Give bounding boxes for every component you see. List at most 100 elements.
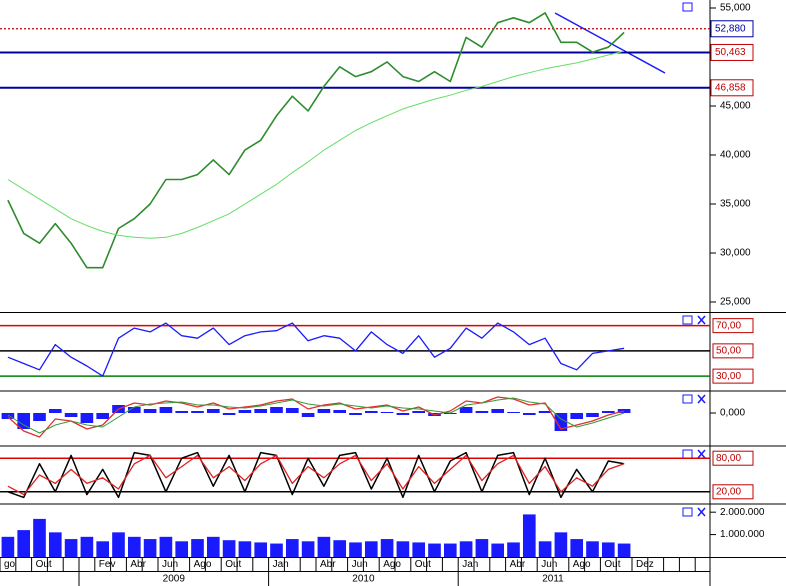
- bar: [143, 539, 157, 557]
- bar: [428, 543, 441, 557]
- bar: [475, 411, 489, 413]
- bar: [491, 543, 505, 557]
- bar: [33, 413, 46, 421]
- bar: [443, 413, 457, 414]
- bar: [459, 407, 473, 413]
- bar: [507, 412, 520, 413]
- tick-label-box: [712, 450, 754, 466]
- series-line: [7, 454, 625, 496]
- bar: [254, 409, 268, 413]
- panel: 2.000.000 1.000.000: [1, 507, 765, 557]
- bar: [1, 413, 15, 419]
- series-line: [7, 12, 625, 269]
- panel: 0,000: [1, 396, 745, 438]
- bar: [333, 410, 347, 413]
- x-tick-label: Jun: [162, 559, 178, 570]
- bar: [191, 411, 204, 413]
- bar: [206, 536, 220, 557]
- bar: [301, 541, 315, 557]
- bar: [491, 409, 505, 413]
- reference-label-box: [710, 79, 754, 97]
- bar: [285, 408, 299, 413]
- bar: [380, 539, 394, 557]
- bar: [617, 409, 631, 413]
- bar: [617, 543, 631, 557]
- maximize-button[interactable]: [682, 394, 693, 404]
- panel: 25,00030,00035,00040,00045,00050,00055,0…: [0, 3, 754, 308]
- maximize-button[interactable]: [682, 2, 693, 12]
- close-button[interactable]: [697, 315, 706, 325]
- bar: [175, 541, 189, 557]
- x-tick-label: Jun: [352, 559, 368, 570]
- reference-label: 52,880: [715, 23, 746, 34]
- y-tick-label: 2.000.000: [720, 507, 765, 518]
- bar: [191, 539, 204, 557]
- bar: [48, 409, 62, 413]
- tick-label-box: [712, 368, 754, 384]
- y-tick-label: 0,000: [720, 408, 745, 419]
- close-button[interactable]: [697, 449, 706, 459]
- bar: [443, 543, 457, 557]
- tick-label-box: [712, 343, 754, 359]
- bar: [175, 411, 189, 413]
- bar: [538, 411, 552, 413]
- bar: [80, 536, 94, 557]
- bar: [570, 413, 584, 419]
- y-tick-label: 50,00: [716, 346, 741, 357]
- bar: [586, 413, 599, 417]
- y-tick-label: 30,00: [716, 371, 741, 382]
- bar: [522, 514, 536, 557]
- maximize-button[interactable]: [682, 315, 693, 325]
- bar: [96, 541, 110, 557]
- bar: [538, 541, 552, 557]
- x-tick-label: Abr: [320, 559, 336, 570]
- y-tick-label: 25,000: [720, 297, 751, 308]
- bar: [475, 539, 489, 557]
- year-label: 2011: [542, 574, 564, 585]
- bar: [270, 407, 283, 413]
- bar: [554, 413, 568, 431]
- bar: [396, 413, 410, 415]
- x-tick-label: Abr: [510, 559, 526, 570]
- bar: [48, 532, 62, 557]
- bar: [159, 536, 173, 557]
- y-tick-label: 30,000: [720, 248, 751, 259]
- y-tick-label: 45,000: [720, 101, 751, 112]
- bar: [270, 543, 283, 557]
- y-tick-label: 80,00: [716, 453, 741, 464]
- bar: [364, 411, 378, 413]
- bar: [127, 407, 141, 413]
- x-tick-label: Jan: [273, 559, 289, 570]
- bar: [333, 540, 347, 557]
- bar: [254, 542, 268, 557]
- series-line: [7, 50, 625, 239]
- bar: [507, 542, 520, 557]
- series-line: [7, 397, 625, 434]
- bar: [522, 413, 536, 415]
- bar: [222, 413, 236, 415]
- bar: [64, 539, 78, 557]
- x-tick-label: Ago: [194, 559, 212, 570]
- x-tick-label: Out: [604, 559, 620, 570]
- bar: [601, 542, 615, 557]
- maximize-button[interactable]: [682, 507, 693, 517]
- x-tick-label: Ago: [383, 559, 401, 570]
- x-tick-label: Abr: [130, 559, 146, 570]
- bar: [1, 536, 15, 557]
- close-button[interactable]: [697, 394, 706, 404]
- reference-label: 50,463: [715, 47, 746, 58]
- bar: [412, 411, 426, 413]
- series-line: [7, 396, 625, 438]
- y-tick-label: 40,000: [720, 150, 751, 161]
- bar: [364, 541, 378, 557]
- bar: [143, 409, 157, 413]
- panel-separators: [0, 312, 786, 572]
- x-tick-label: Dez: [636, 559, 654, 570]
- trend-line: [554, 12, 666, 74]
- bar: [380, 412, 394, 413]
- reference-label: 46,858: [715, 82, 746, 93]
- panel-icons: [682, 2, 706, 517]
- close-button[interactable]: [697, 507, 706, 517]
- tick-label-box: [712, 318, 754, 334]
